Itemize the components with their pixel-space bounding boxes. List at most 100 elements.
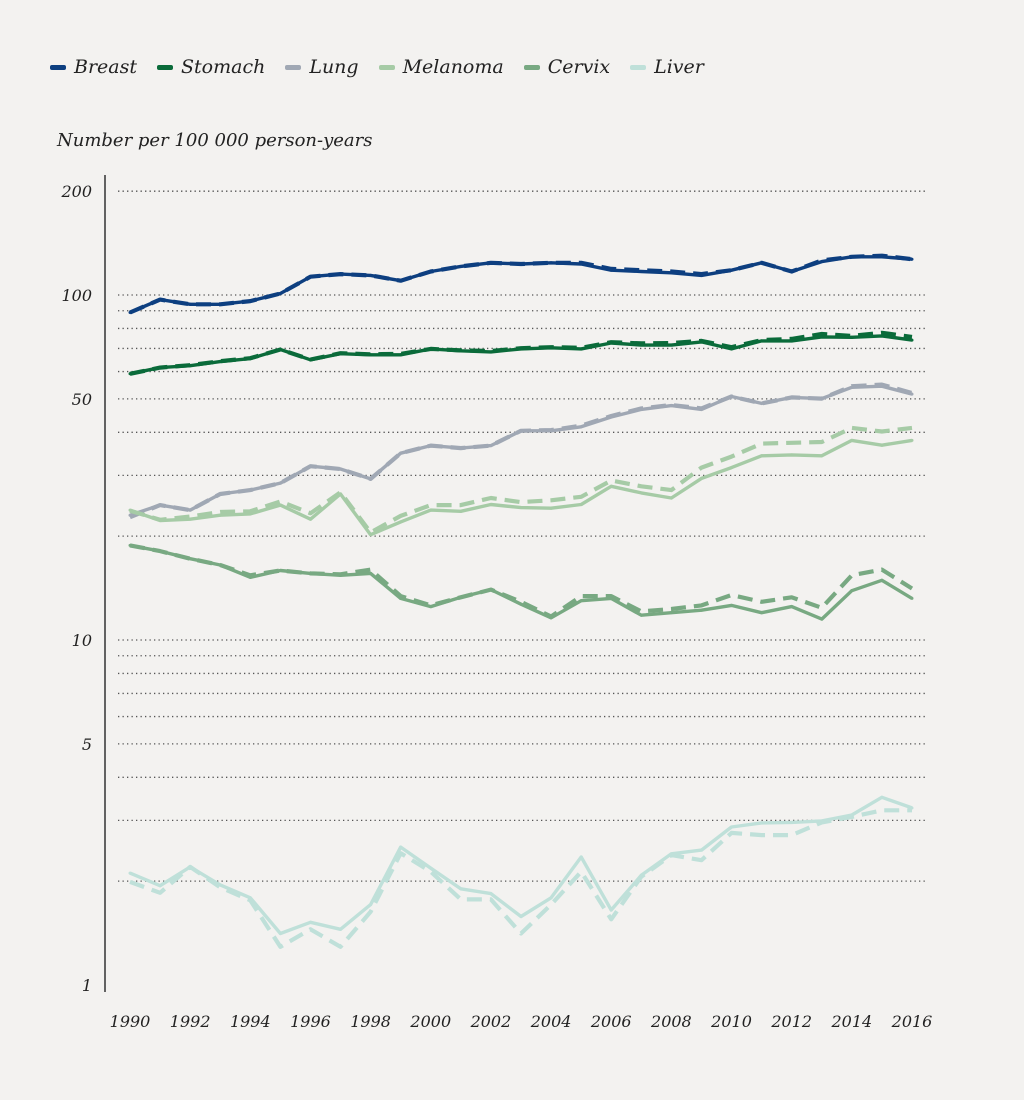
- data-point-breast: [188, 302, 192, 306]
- data-point-lung: [128, 513, 132, 517]
- legend-item-melanoma: Melanoma: [378, 56, 504, 78]
- data-point-stomach: [549, 346, 553, 350]
- data-point-liver: [339, 927, 343, 931]
- data-point-cervix: [188, 557, 192, 561]
- data-point-stomach: [248, 357, 252, 361]
- legend-label: Stomach: [181, 56, 266, 78]
- data-point-breast: [609, 268, 613, 272]
- legend-swatch: [285, 64, 302, 70]
- data-point-cervix: [880, 578, 884, 582]
- data-point-lung: [158, 503, 162, 507]
- legend: Breast Stomach Lung Melanoma Cervix Liver: [50, 56, 704, 78]
- data-point-lung: [278, 481, 282, 485]
- legend-label: Breast: [74, 56, 138, 78]
- data-point-lung: [248, 488, 252, 492]
- data-point-cervix: [339, 573, 343, 577]
- data-point-cervix: [158, 549, 162, 553]
- data-point-liver: [699, 848, 703, 852]
- data-point-breast: [489, 261, 493, 265]
- data-point-stomach: [609, 341, 613, 345]
- data-point-stomach: [429, 347, 433, 351]
- legend-swatch: [50, 64, 66, 70]
- data-point-liver: [369, 903, 373, 907]
- data-point-lung: [308, 464, 312, 468]
- data-point-melanoma: [579, 503, 583, 507]
- data-point-stomach: [760, 339, 764, 343]
- data-point-breast: [248, 299, 252, 303]
- data-point-lung: [218, 492, 222, 496]
- data-point-melanoma: [730, 466, 734, 470]
- series-lung-dashed-line: [129, 382, 913, 520]
- data-point-stomach: [880, 334, 884, 338]
- data-point-liver: [790, 820, 794, 824]
- data-point-cervix: [760, 611, 764, 615]
- data-point-breast: [128, 310, 132, 314]
- data-point-lung: [639, 407, 643, 411]
- data-point-liver: [910, 806, 914, 810]
- x-tick-label: 2016: [891, 1012, 933, 1031]
- series-lung-solid-line: [129, 384, 913, 517]
- data-point-liver: [218, 883, 222, 887]
- data-point-breast: [910, 257, 914, 261]
- x-tick-label: 1990: [110, 1012, 151, 1031]
- series-cervix-solid-line: [129, 543, 913, 621]
- data-point-breast: [308, 275, 312, 279]
- data-point-breast: [850, 255, 854, 259]
- series-liver-solid-line: [129, 795, 913, 936]
- data-point-cervix: [669, 611, 673, 615]
- data-point-lung: [760, 401, 764, 405]
- data-point-lung: [850, 385, 854, 389]
- legend-item-stomach: Stomach: [157, 56, 265, 78]
- data-point-breast: [459, 264, 463, 268]
- legend-swatch: [630, 64, 647, 70]
- data-point-melanoma: [248, 512, 252, 516]
- data-point-liver: [730, 825, 734, 829]
- data-point-liver: [760, 821, 764, 825]
- data-point-melanoma: [639, 491, 643, 495]
- data-point-breast: [429, 269, 433, 273]
- y-tick-label: 200: [60, 182, 92, 201]
- data-point-breast: [549, 261, 553, 265]
- data-point-melanoma: [910, 438, 914, 442]
- data-point-stomach: [669, 343, 673, 347]
- data-point-lung: [489, 444, 493, 448]
- data-point-breast: [669, 271, 673, 275]
- x-tick-label: 1992: [170, 1012, 211, 1031]
- data-point-liver: [489, 892, 493, 896]
- data-point-stomach: [188, 364, 192, 368]
- data-point-lung: [339, 467, 343, 471]
- x-tick-label: 2014: [830, 1012, 872, 1031]
- data-point-breast: [760, 261, 764, 265]
- data-point-cervix: [278, 569, 282, 573]
- data-point-stomach: [459, 349, 463, 353]
- legend-label: Liver: [654, 56, 704, 78]
- data-point-liver: [519, 914, 523, 918]
- legend-swatch: [157, 64, 174, 70]
- data-point-cervix: [459, 595, 463, 599]
- x-tick-label: 2010: [710, 1012, 752, 1031]
- y-tick-label: 10: [72, 631, 92, 650]
- data-point-lung: [669, 404, 673, 408]
- data-point-liver: [639, 873, 643, 877]
- data-point-stomach: [369, 353, 373, 357]
- data-point-cervix: [519, 602, 523, 606]
- data-point-liver: [308, 920, 312, 924]
- data-point-melanoma: [339, 492, 343, 496]
- data-point-breast: [519, 262, 523, 266]
- data-point-cervix: [609, 596, 613, 600]
- data-point-cervix: [639, 613, 643, 617]
- data-point-melanoma: [850, 438, 854, 442]
- data-point-cervix: [730, 603, 734, 607]
- data-point-melanoma: [158, 519, 162, 523]
- data-point-lung: [459, 446, 463, 450]
- data-point-stomach: [308, 358, 312, 362]
- data-point-liver: [669, 852, 673, 856]
- data-point-breast: [218, 302, 222, 306]
- data-point-liver: [399, 845, 403, 849]
- data-point-melanoma: [128, 508, 132, 512]
- data-point-melanoma: [549, 506, 553, 510]
- data-point-stomach: [489, 350, 493, 354]
- data-point-breast: [730, 268, 734, 272]
- data-point-stomach: [790, 339, 794, 343]
- data-point-stomach: [339, 352, 343, 356]
